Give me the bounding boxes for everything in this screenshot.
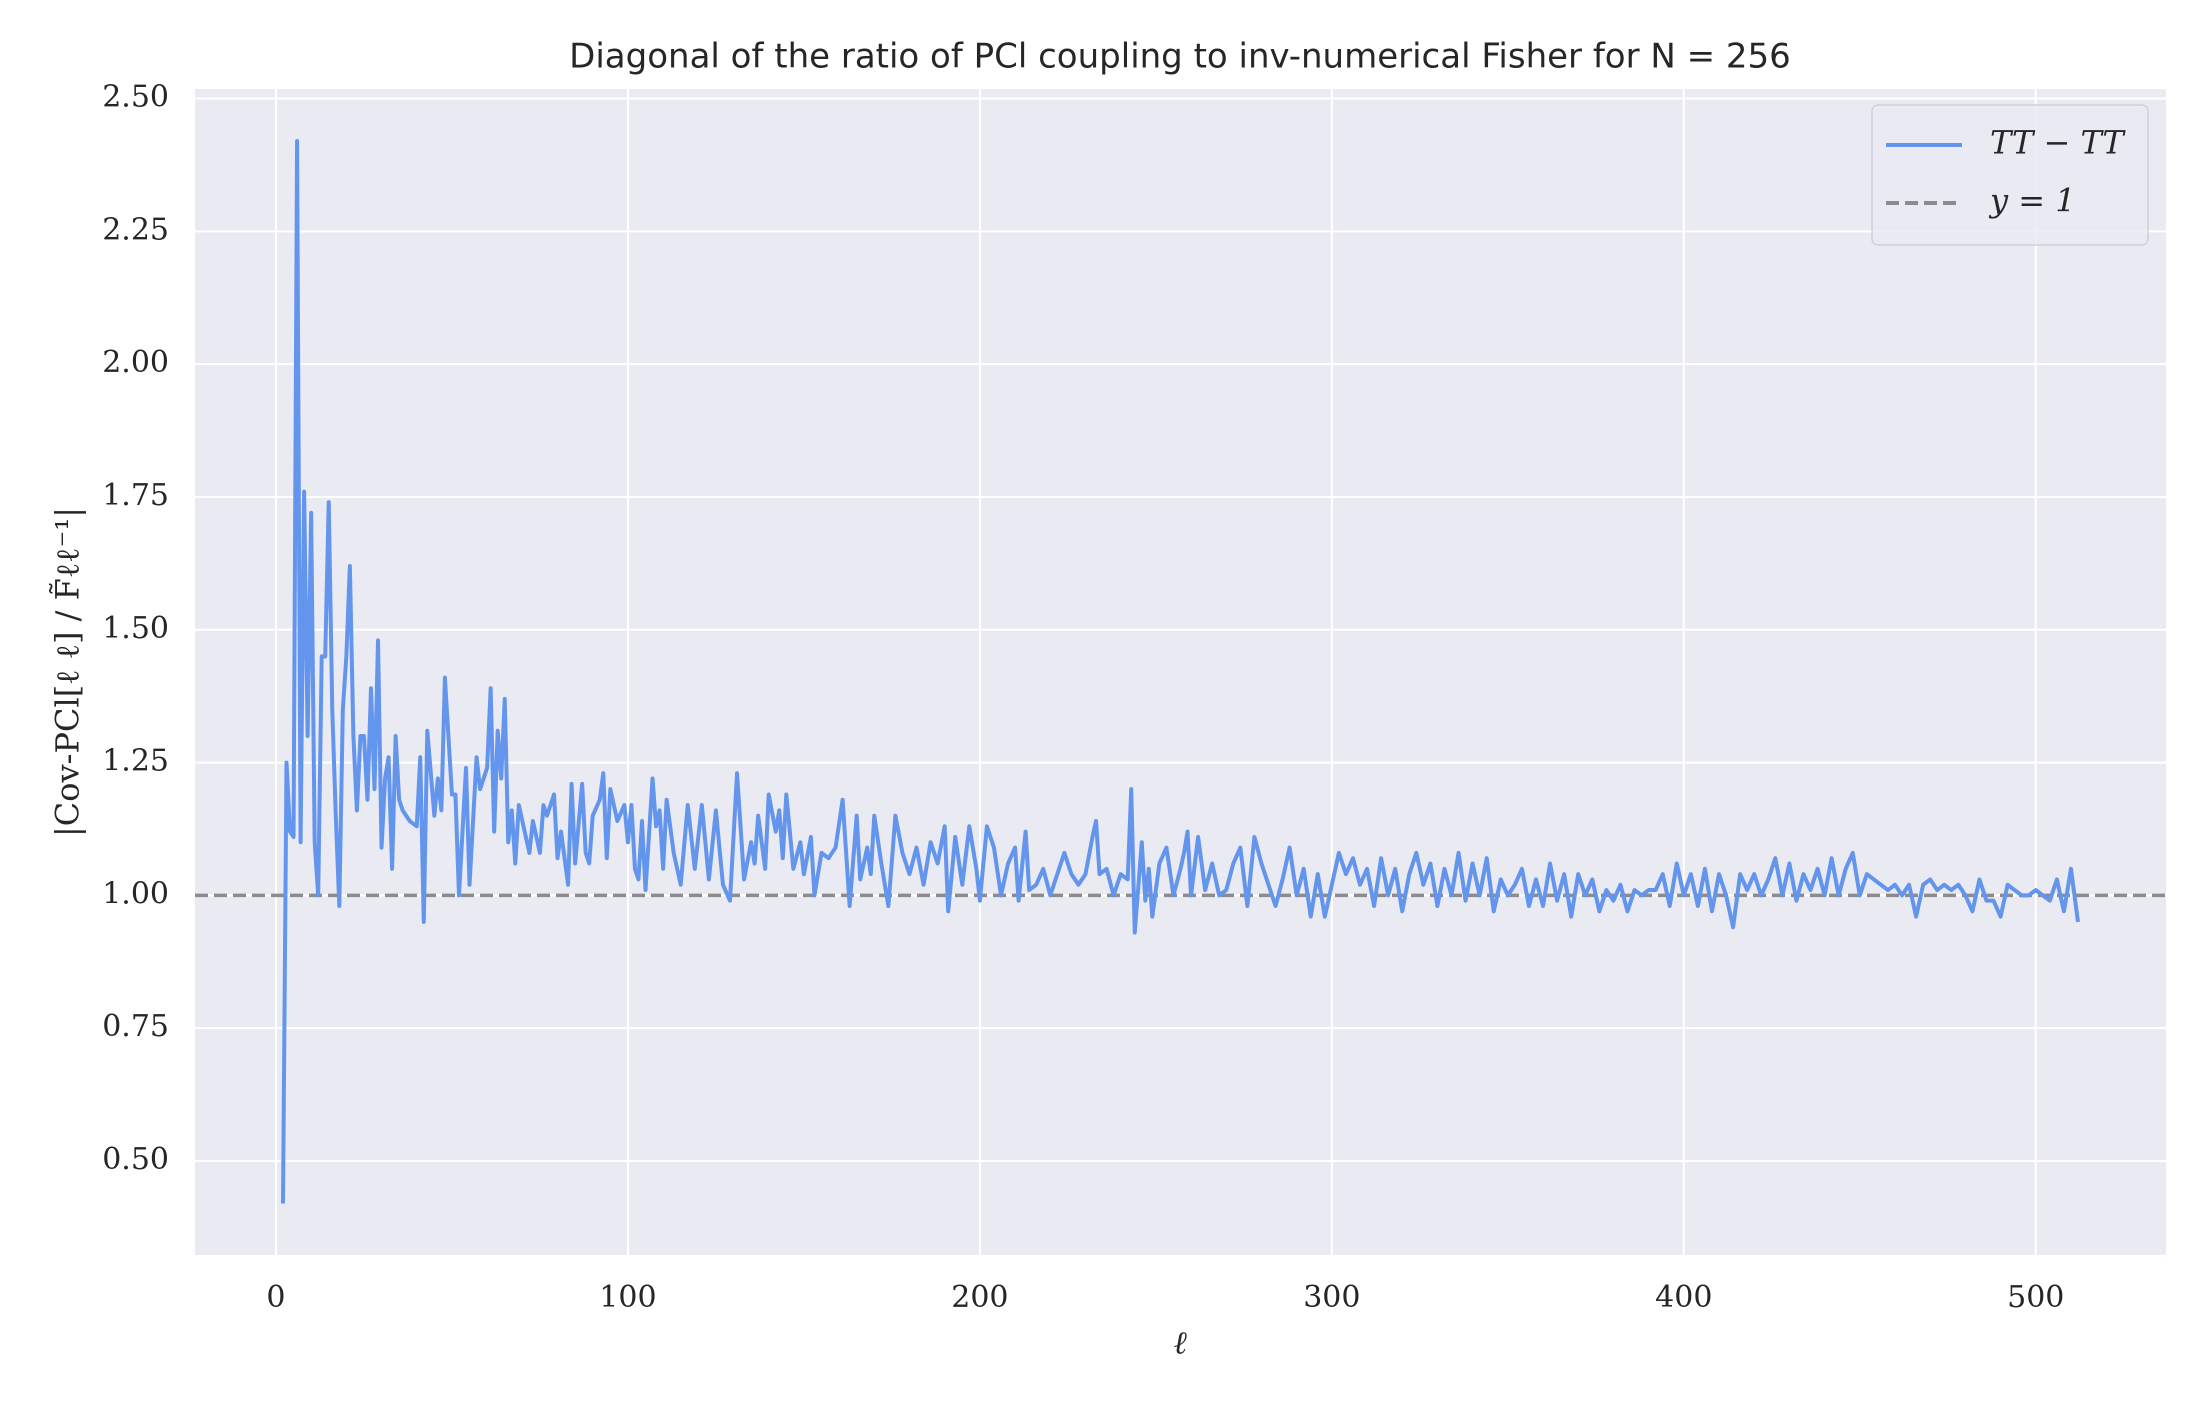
x-tick-label: 0	[266, 1280, 285, 1315]
marks	[195, 139, 2166, 1204]
legend-label: y = 1	[1988, 182, 2076, 220]
data-line	[280, 139, 2080, 1204]
y-tick-label: 2.25	[102, 212, 169, 247]
grid	[195, 89, 2166, 1255]
y-tick-label: 2.50	[102, 80, 169, 115]
y-tick-label: 1.50	[102, 611, 169, 646]
y-tick-label: 1.25	[102, 744, 169, 779]
y-tick-label: 0.75	[102, 1009, 169, 1044]
y-tick-label: 2.00	[102, 345, 169, 380]
x-tick-label: 300	[1303, 1280, 1360, 1315]
x-axis-label: ℓ	[1173, 1324, 1187, 1362]
y-tick-label: 1.75	[102, 478, 169, 513]
x-tick-label: 200	[951, 1280, 1008, 1315]
y-tick-label: 0.50	[102, 1142, 169, 1177]
y-axis-label: |Cov-PCl[ℓ ℓ] / F̃ℓℓ⁻¹|	[49, 507, 87, 837]
x-tick-label: 100	[599, 1280, 656, 1315]
x-tick-label: 400	[1655, 1280, 1712, 1315]
legend-box	[1871, 104, 2149, 246]
x-tick-label: 500	[2007, 1280, 2064, 1315]
plot-area	[195, 89, 2166, 1255]
legend-label: TT − TT	[1990, 124, 2126, 162]
chart-title: Diagonal of the ratio of PCl coupling to…	[569, 37, 1791, 77]
legend: TT − TT y = 1	[1871, 104, 2149, 246]
y-tick-label: 1.00	[102, 876, 169, 911]
